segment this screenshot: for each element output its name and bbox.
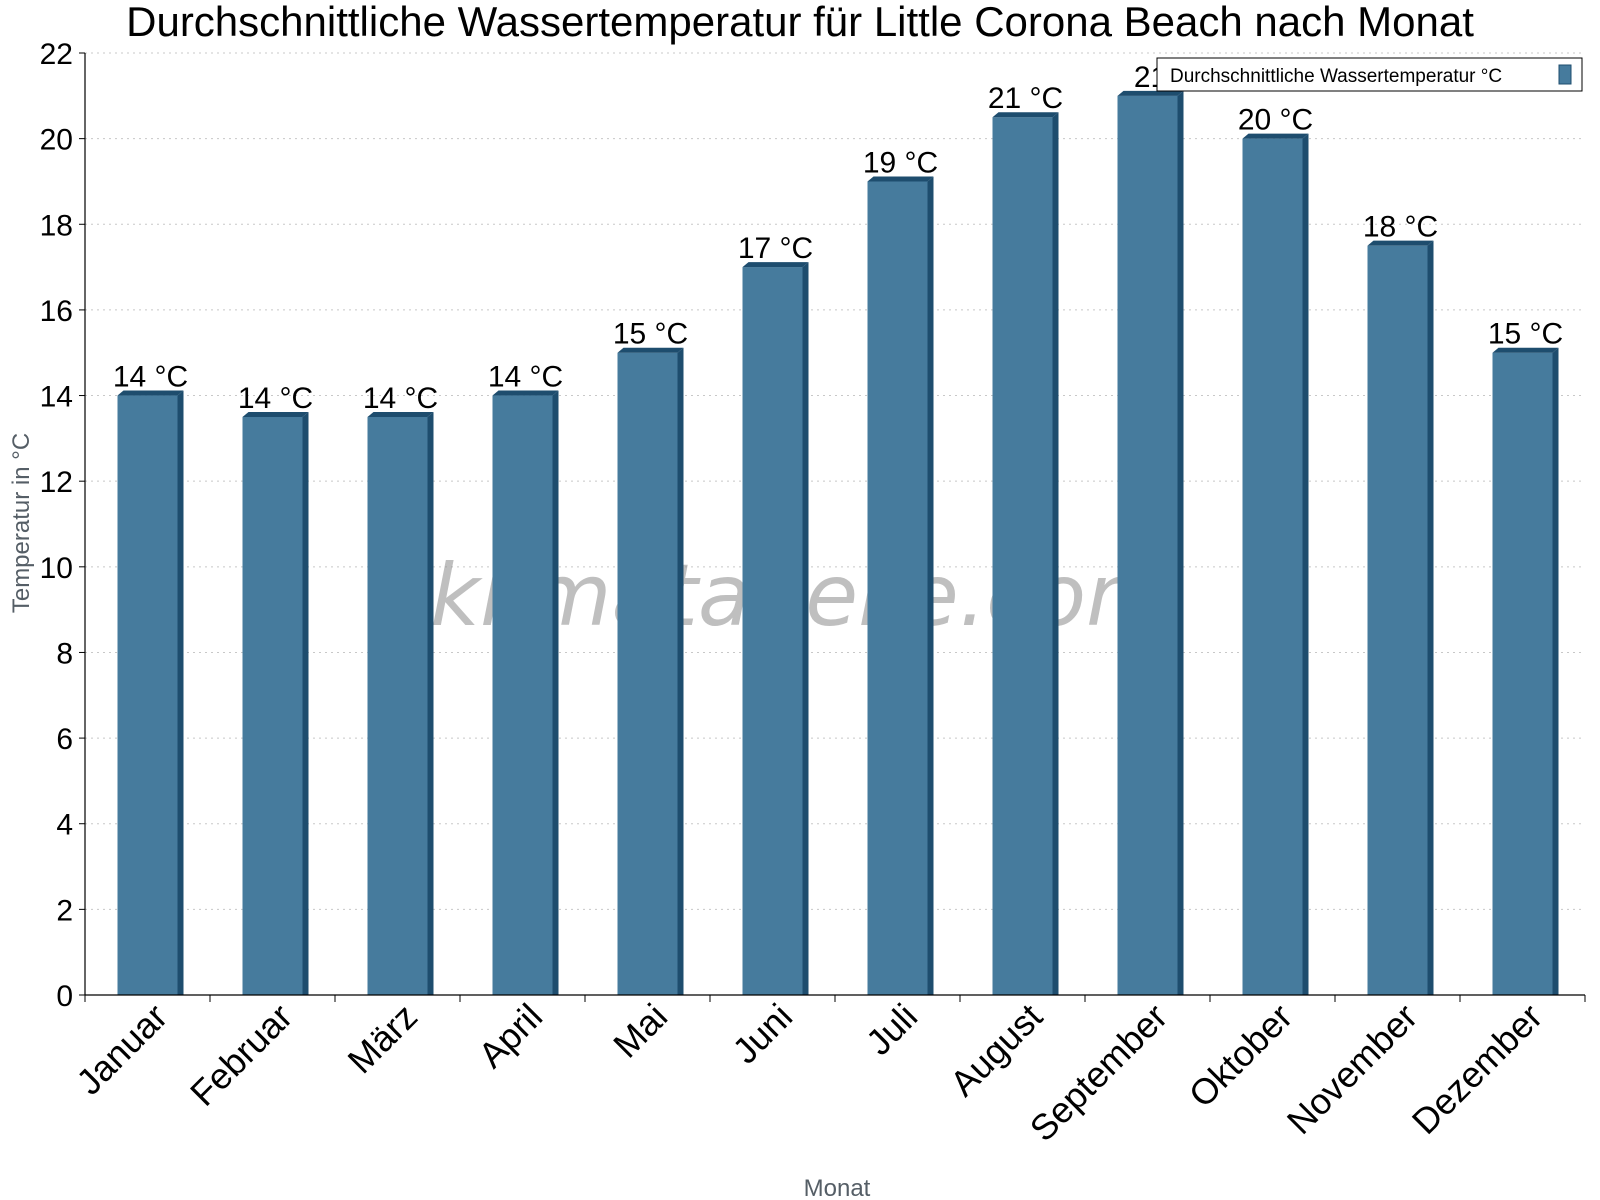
data-label: 14 °C: [113, 361, 188, 394]
bar: [492, 390, 559, 996]
data-label: 15 °C: [613, 318, 688, 351]
bars: [117, 90, 1559, 996]
bar-side: [177, 390, 184, 996]
data-labels: 14 °C 14 °C 14 °C 14 °C 15 °C 17 °C 19 °C 21 °C…: [113, 61, 1563, 415]
bar: [367, 411, 434, 995]
bar-top: [1242, 133, 1309, 139]
data-label: 14 °C: [488, 361, 563, 394]
bar-top: [992, 112, 1059, 118]
x-tick-label: Juni: [724, 996, 800, 1072]
bar: [1117, 90, 1184, 996]
bar: [992, 112, 1059, 995]
y-tick-label: 12: [40, 466, 73, 499]
bar-face: [617, 352, 678, 995]
bar-top: [867, 176, 934, 182]
x-tick-label: Januar: [68, 996, 175, 1103]
data-label: 20 °C: [1238, 104, 1313, 137]
legend: Durchschnittliche Wassertemperatur °C: [1156, 57, 1583, 92]
y-tick-label: 14: [40, 381, 73, 414]
legend-entry-label: Durchschnittliche Wassertemperatur °C: [1170, 66, 1502, 87]
data-label: 15 °C: [1488, 318, 1563, 351]
bar-face: [992, 117, 1053, 995]
bar-face: [742, 267, 803, 995]
bar: [117, 390, 184, 996]
bar-side: [552, 390, 559, 996]
x-tick-label: März: [340, 996, 426, 1082]
bar-side: [1177, 90, 1184, 996]
bar-side: [1052, 112, 1059, 995]
y-tick-label: 6: [56, 723, 73, 756]
y-tick-label: 8: [56, 637, 73, 670]
y-tick-label: 18: [40, 209, 73, 242]
x-tick-label: Dezember: [1404, 996, 1550, 1142]
y-tick-label: 10: [40, 552, 73, 585]
legend-swatch: [1558, 64, 1572, 85]
bar: [1492, 347, 1559, 995]
bar-face: [1117, 95, 1178, 996]
data-label: 18 °C: [1363, 211, 1438, 244]
x-tick-label: September: [1022, 996, 1176, 1150]
bar-side: [1427, 240, 1434, 995]
bar-top: [1367, 240, 1434, 246]
x-tick-label: Mai: [605, 996, 675, 1066]
bar: [867, 176, 934, 996]
bar-top: [617, 347, 684, 353]
legend-box: [1156, 57, 1583, 92]
bar-top: [492, 390, 559, 396]
bar: [242, 411, 309, 995]
bar-top: [1117, 90, 1184, 96]
bar-top: [742, 262, 809, 268]
x-tick-label: Oktober: [1181, 996, 1301, 1116]
x-tick-label: November: [1279, 996, 1425, 1142]
grid: [85, 52, 1585, 910]
bar-face: [117, 395, 178, 996]
x-tick-label: August: [942, 996, 1050, 1104]
bar-side: [1552, 347, 1559, 995]
data-label: 14 °C: [238, 382, 313, 415]
x-tick-label: April: [470, 996, 550, 1076]
bar-side: [1302, 133, 1309, 996]
chart-title: Durchschnittliche Wassertemperatur für L…: [126, 0, 1474, 45]
x-ticks: Januar Februar März April Mai Juni Juli AugustS…: [68, 996, 1550, 1150]
x-tick-label: Februar: [182, 996, 300, 1114]
bar: [617, 347, 684, 995]
y-ticks: 0 2 4 6 8 10 12 14 16 18 20 22: [40, 38, 73, 1013]
data-label: 19 °C: [863, 146, 938, 179]
y-tick-label: 16: [40, 295, 73, 328]
bar-face: [1367, 245, 1428, 995]
bar-side: [302, 411, 309, 995]
bar: [1367, 240, 1434, 995]
y-tick-label: 20: [40, 124, 73, 157]
bar-side: [427, 411, 434, 995]
bar-side: [802, 262, 809, 995]
bar: [1242, 133, 1309, 996]
data-label: 21 °C: [988, 82, 1063, 115]
bar-face: [492, 395, 553, 996]
y-tick-label: 0: [56, 980, 73, 1013]
bar-top: [117, 390, 184, 396]
bar: [742, 262, 809, 995]
bar-side: [927, 176, 934, 996]
x-axis-label: Monat: [804, 1175, 871, 1200]
bar-top: [242, 411, 309, 417]
data-label: 17 °C: [738, 232, 813, 265]
bar-side: [677, 347, 684, 995]
data-label: 14 °C: [363, 382, 438, 415]
x-tick-label: Juli: [858, 996, 925, 1063]
bar-face: [1242, 138, 1303, 996]
axes: [79, 52, 1586, 1002]
y-tick-label: 22: [40, 38, 73, 71]
y-axis-label: Temperatur in °C: [8, 433, 35, 613]
bar-top: [1492, 347, 1559, 353]
bar-face: [242, 416, 303, 995]
y-tick-label: 2: [56, 894, 73, 927]
bar-face: [367, 416, 428, 995]
bar-face: [1492, 352, 1553, 995]
bar-face: [867, 181, 928, 996]
y-tick-label: 4: [56, 809, 73, 842]
bar-top: [367, 411, 434, 417]
